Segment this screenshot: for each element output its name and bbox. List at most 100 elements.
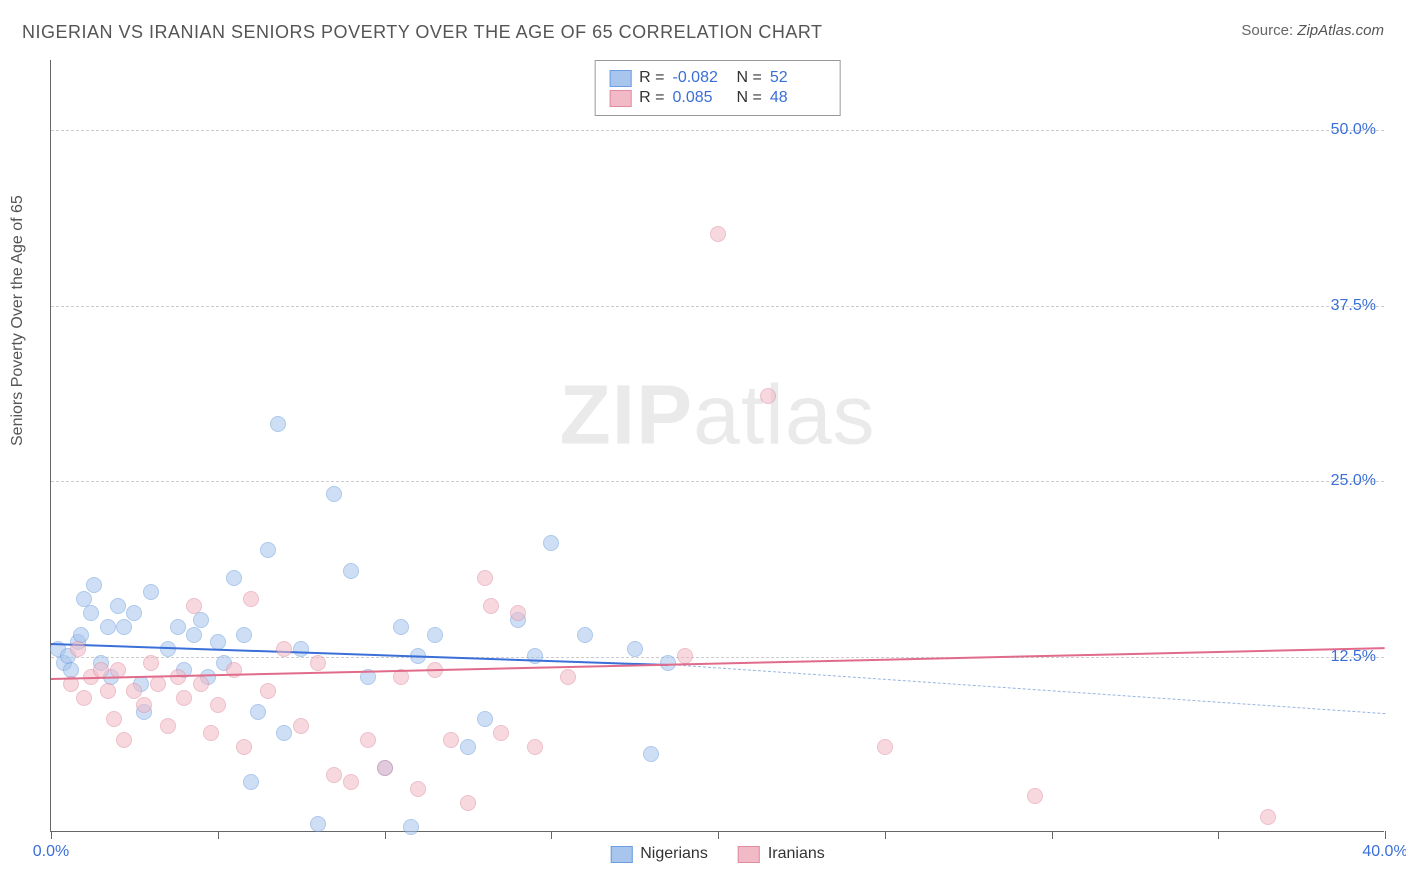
stats-row: R = 0.085 N = 48 [609, 89, 826, 107]
y-axis-label: Seniors Poverty Over the Age of 65 [9, 195, 27, 446]
x-tick [1052, 831, 1053, 839]
data-point [460, 795, 476, 811]
data-point [83, 605, 99, 621]
x-tick [1385, 831, 1386, 839]
data-point [443, 732, 459, 748]
x-label-left: 0.0% [33, 843, 69, 861]
data-point [250, 704, 266, 720]
data-point [310, 816, 326, 832]
data-point [70, 641, 86, 657]
data-point [176, 690, 192, 706]
data-point [393, 619, 409, 635]
data-point [193, 612, 209, 628]
data-point [410, 781, 426, 797]
data-point [260, 542, 276, 558]
stats-n-label: N = [737, 69, 762, 87]
data-point [143, 655, 159, 671]
stats-n-value: 48 [770, 89, 826, 107]
plot-area: ZIPatlas R =-0.082N =52R =0.085N =48 Nig… [50, 60, 1384, 832]
data-point [877, 739, 893, 755]
y-tick-label: 37.5% [1331, 297, 1376, 315]
stats-r-label: R = [639, 89, 664, 107]
data-point [270, 416, 286, 432]
data-point [543, 535, 559, 551]
data-point [150, 676, 166, 692]
legend-swatch [610, 846, 632, 863]
watermark: ZIPatlas [559, 366, 875, 463]
x-tick [1218, 831, 1219, 839]
legend-item: Nigerians [610, 845, 708, 863]
data-point [243, 774, 259, 790]
watermark-light: atlas [693, 367, 875, 461]
data-point [106, 711, 122, 727]
data-point [76, 690, 92, 706]
data-point [86, 577, 102, 593]
data-point [310, 655, 326, 671]
stats-r-label: R = [639, 69, 664, 87]
data-point [377, 760, 393, 776]
legend-item: Iranians [738, 845, 825, 863]
stats-swatch [609, 70, 631, 87]
x-tick [885, 831, 886, 839]
data-point [243, 591, 259, 607]
data-point [193, 676, 209, 692]
legend-label: Nigerians [640, 845, 708, 863]
data-point [186, 627, 202, 643]
stats-n-value: 52 [770, 69, 826, 87]
trend-line-dashed [668, 664, 1385, 714]
data-point [483, 598, 499, 614]
gridline [51, 306, 1384, 307]
data-point [403, 819, 419, 835]
data-point [100, 683, 116, 699]
correlation-stats-box: R = -0.082 N = 52 R = 0.085 N = 48 [594, 60, 841, 116]
y-tick-label: 50.0% [1331, 121, 1376, 139]
stats-n-label: N = [737, 89, 762, 107]
data-point [276, 725, 292, 741]
stats-r-value: 0.085 [673, 89, 729, 107]
data-point [276, 641, 292, 657]
data-point [477, 570, 493, 586]
data-point [293, 718, 309, 734]
data-point [236, 739, 252, 755]
watermark-bold: ZIP [559, 367, 693, 461]
gridline [51, 130, 1384, 131]
data-point [343, 563, 359, 579]
data-point [186, 598, 202, 614]
data-point [527, 739, 543, 755]
x-tick [385, 831, 386, 839]
data-point [643, 746, 659, 762]
x-label-right: 40.0% [1362, 843, 1406, 861]
data-point [326, 767, 342, 783]
data-point [143, 584, 159, 600]
data-point [477, 711, 493, 727]
x-tick [551, 831, 552, 839]
data-point [110, 598, 126, 614]
data-point [226, 570, 242, 586]
stats-r-value: -0.082 [673, 69, 729, 87]
data-point [203, 725, 219, 741]
data-point [360, 732, 376, 748]
legend-swatch [738, 846, 760, 863]
data-point [260, 683, 276, 699]
data-point [126, 683, 142, 699]
data-point [510, 605, 526, 621]
data-point [210, 634, 226, 650]
data-point [427, 627, 443, 643]
source-value: ZipAtlas.com [1297, 22, 1384, 39]
gridline [51, 481, 1384, 482]
stats-swatch [609, 90, 631, 107]
data-point [236, 627, 252, 643]
data-point [293, 641, 309, 657]
data-point [93, 662, 109, 678]
data-point [493, 725, 509, 741]
data-point [326, 486, 342, 502]
data-point [210, 697, 226, 713]
data-point [170, 619, 186, 635]
chart-title: NIGERIAN VS IRANIAN SENIORS POVERTY OVER… [22, 22, 823, 43]
stats-row: R = -0.082 N = 52 [609, 69, 826, 87]
data-point [160, 718, 176, 734]
data-point [560, 669, 576, 685]
data-point [116, 732, 132, 748]
data-point [760, 388, 776, 404]
data-point [1260, 809, 1276, 825]
